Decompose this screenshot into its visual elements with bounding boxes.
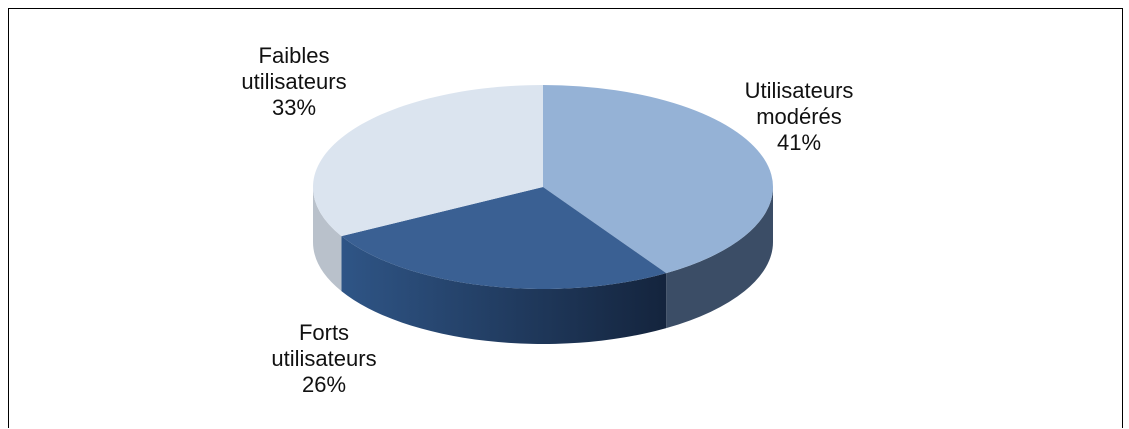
label-forts-utilisateurs: Forts utilisateurs 26% (234, 320, 414, 398)
pie-side-forts-utilisateurs (341, 236, 667, 345)
pie-side-utilisateurs-moderes (666, 187, 773, 329)
chart-frame: Utilisateurs modérés 41% Forts utilisate… (8, 8, 1123, 428)
label-percent: 26% (301, 372, 347, 397)
label-name-line-1: Forts (298, 320, 350, 345)
pie-slice-utilisateurs-moderes (543, 85, 774, 274)
pie-side-faibles-utilisateurs (313, 187, 342, 292)
pie-sides (313, 187, 773, 345)
label-name-line-2: utilisateurs (271, 346, 377, 371)
label-name-line-1: Faibles (258, 43, 330, 68)
pie-slice-faibles-utilisateurs (313, 85, 543, 237)
label-percent: 33% (271, 95, 317, 120)
label-utilisateurs-moderes: Utilisateurs modérés 41% (709, 78, 889, 156)
label-name-line-2: modérés (756, 104, 842, 129)
label-name-line-1: Utilisateurs (744, 78, 854, 103)
label-name-line-2: utilisateurs (241, 69, 347, 94)
label-percent: 41% (776, 130, 822, 155)
pie-slices (313, 85, 774, 289)
label-faibles-utilisateurs: Faibles utilisateurs 33% (204, 43, 384, 121)
pie-chart (313, 85, 774, 345)
pie-slice-forts-utilisateurs (341, 187, 667, 289)
